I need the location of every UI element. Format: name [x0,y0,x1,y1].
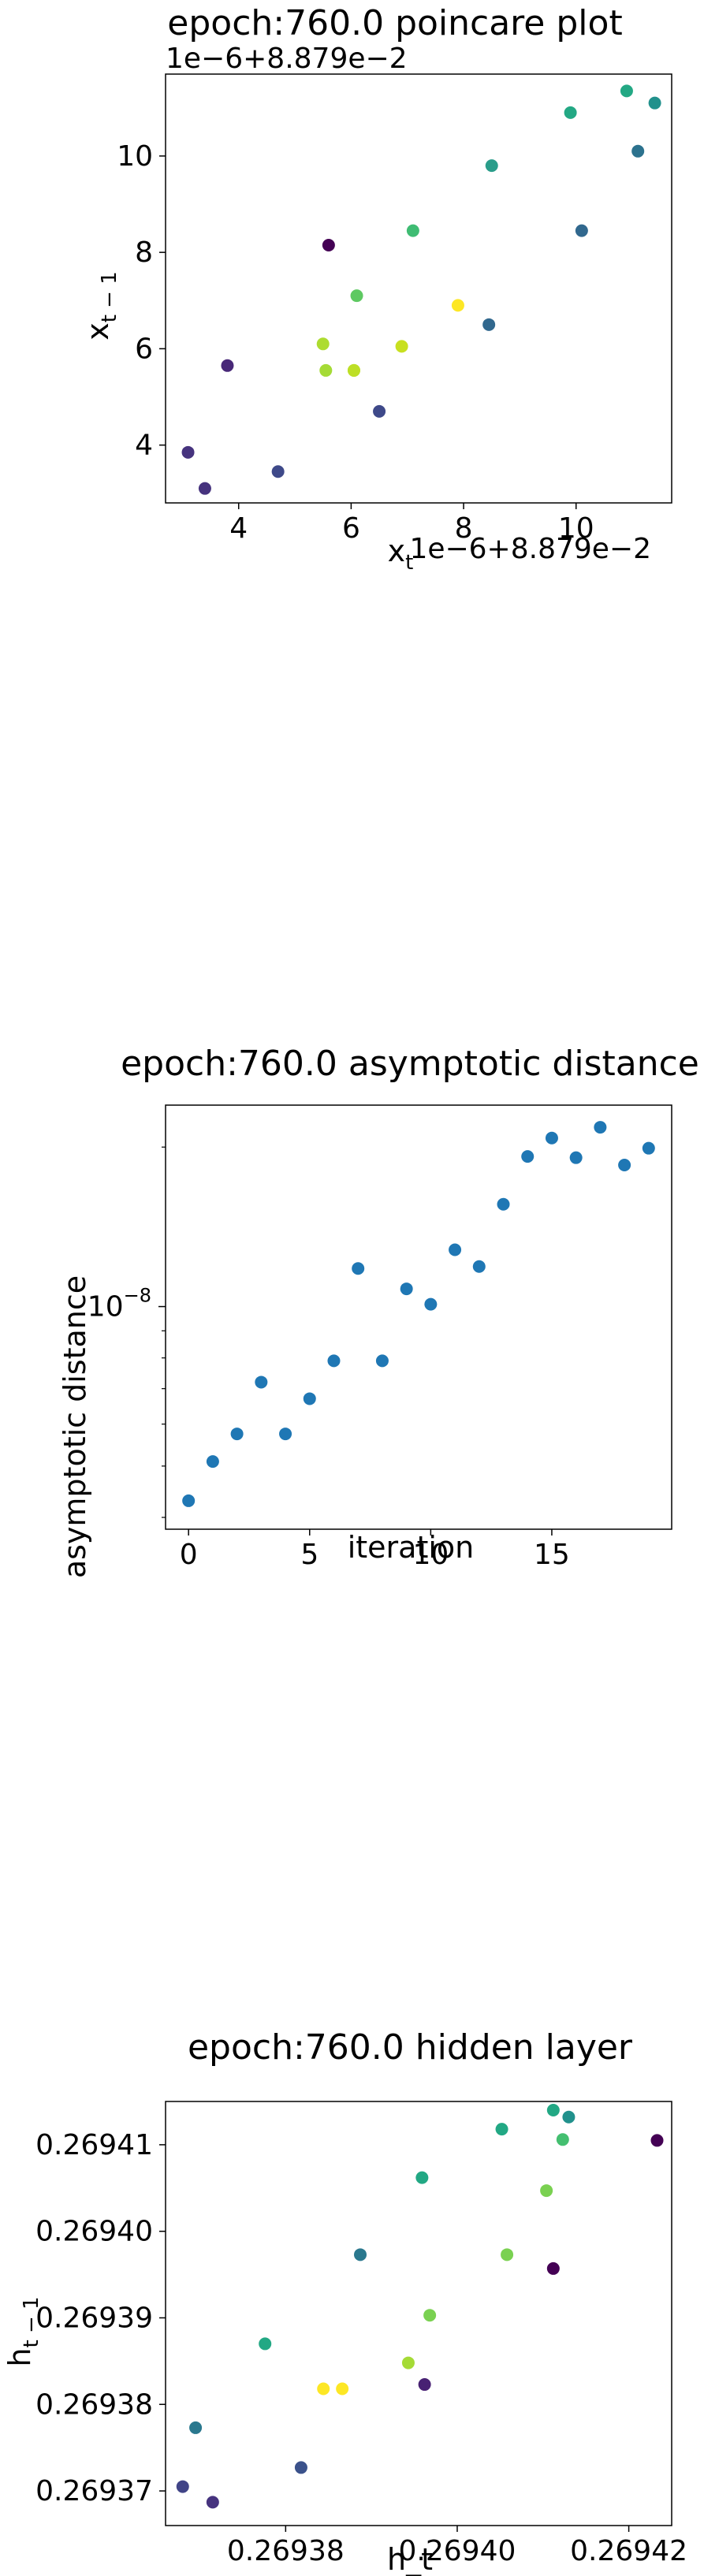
y-tick-label: 6 [135,333,153,365]
x-axis-label: h_t [387,2542,433,2576]
data-point [400,1282,413,1296]
poincare-plot-svg: epoch:760.0 poincare plot 1e−6+8.879e−2 … [80,3,672,575]
data-point [495,2123,508,2136]
chart-poincare-plot: epoch:760.0 poincare plot 1e−6+8.879e−2 … [0,0,704,583]
data-point [189,2421,203,2434]
axes-frame [165,2101,672,2526]
y-axis-label: asymptotic distance [58,1275,92,1578]
y-tick-label: 8 [135,236,153,269]
x-tick-label: 0.26942 [570,2535,687,2567]
x-tick-label: 10 [412,1539,449,1571]
data-point [618,1158,631,1171]
y-tick-label: 10−8 [88,1285,151,1323]
data-point [418,2378,431,2392]
x-tick-label: 10 [558,512,594,545]
data-point [415,2171,429,2184]
data-point [198,482,211,495]
data-point [181,445,195,459]
data-point [594,1121,607,1134]
data-point [255,1375,268,1389]
x-offset-text: 1e−6+8.879e−2 [409,533,651,565]
data-point [271,465,285,478]
y-tick-label: 4 [135,430,153,462]
x-tick-label: 0.26940 [399,2535,516,2567]
data-point [373,404,386,418]
data-point [631,144,645,158]
data-point [279,1428,292,1441]
data-point [352,1262,365,1275]
x-tick-label: 4 [229,512,248,545]
y-tick-label: 0.26940 [35,2216,153,2248]
data-point [650,2134,664,2147]
y-tick-label: 10 [117,140,153,173]
data-point [546,2261,560,2275]
data-point [482,318,496,331]
hidden-layer-svg: epoch:760.0 hidden layer ht − 1 h_t 0.26… [2,2027,687,2576]
data-point [556,2133,569,2146]
data-point [497,1197,510,1211]
data-point [472,1260,486,1273]
chart-hidden-layer: epoch:760.0 hidden layer ht − 1 h_t 0.26… [0,2002,704,2576]
chart-title: epoch:760.0 poincare plot [167,3,622,43]
y-tick-label: 0.26937 [35,2475,153,2507]
data-point [230,1428,244,1441]
y-tick-label: 0.26939 [35,2302,153,2334]
data-point [642,1141,655,1155]
y-axis-label: xt − 1 [80,271,121,341]
axes-frame [165,1104,672,1530]
data-point [316,337,330,351]
data-point [294,2461,307,2474]
data-point [423,2309,437,2322]
x-tick-label: 5 [300,1539,318,1571]
x-tick-label: 8 [455,512,473,545]
chart-asymptotic-distance: epoch:760.0 asymptotic distance asymptot… [0,1040,704,1608]
data-point [336,2382,349,2395]
data-point [620,84,633,98]
x-tick-label: 6 [342,512,360,545]
data-point [176,2480,189,2493]
x-axis-label: iteration [348,1530,475,1565]
chart-title: epoch:760.0 hidden layer [188,2027,633,2068]
y-tick-label: 0.26941 [35,2129,153,2161]
data-point [395,340,408,353]
data-point [401,2356,415,2369]
data-point [545,1131,558,1145]
chart-title: epoch:760.0 asymptotic distance [121,1044,699,1084]
data-point [221,359,234,372]
data-point [350,289,363,303]
data-point [182,1494,196,1507]
data-point [327,1354,341,1368]
data-point [451,299,464,312]
data-point [206,1455,219,1469]
data-point [501,2248,514,2261]
data-point [354,2248,367,2261]
x-tick-label: 15 [534,1539,570,1571]
data-point [319,363,333,377]
data-point [562,2110,575,2124]
data-point [322,238,335,251]
data-point [303,1392,316,1405]
data-point [375,1354,389,1368]
data-point [575,224,588,237]
data-point [485,159,498,173]
axes-frame [165,73,672,504]
data-point [648,96,661,110]
data-point [259,2337,272,2351]
x-tick-label: 0 [180,1539,198,1571]
data-point [347,363,360,377]
data-point [569,1151,583,1164]
data-point [406,224,419,237]
data-point [424,1297,438,1311]
y-offset-text: 1e−6+8.879e−2 [166,43,408,75]
asymptotic-distance-svg: epoch:760.0 asymptotic distance asymptot… [58,1044,699,1578]
data-point [564,106,577,119]
data-point [546,2103,560,2116]
data-point [540,2184,553,2198]
data-point [449,1243,462,1256]
data-point [521,1150,535,1163]
data-point [317,2382,330,2395]
y-tick-label: 0.26938 [35,2388,153,2421]
data-point [206,2496,219,2509]
x-tick-label: 0.26938 [227,2535,345,2567]
